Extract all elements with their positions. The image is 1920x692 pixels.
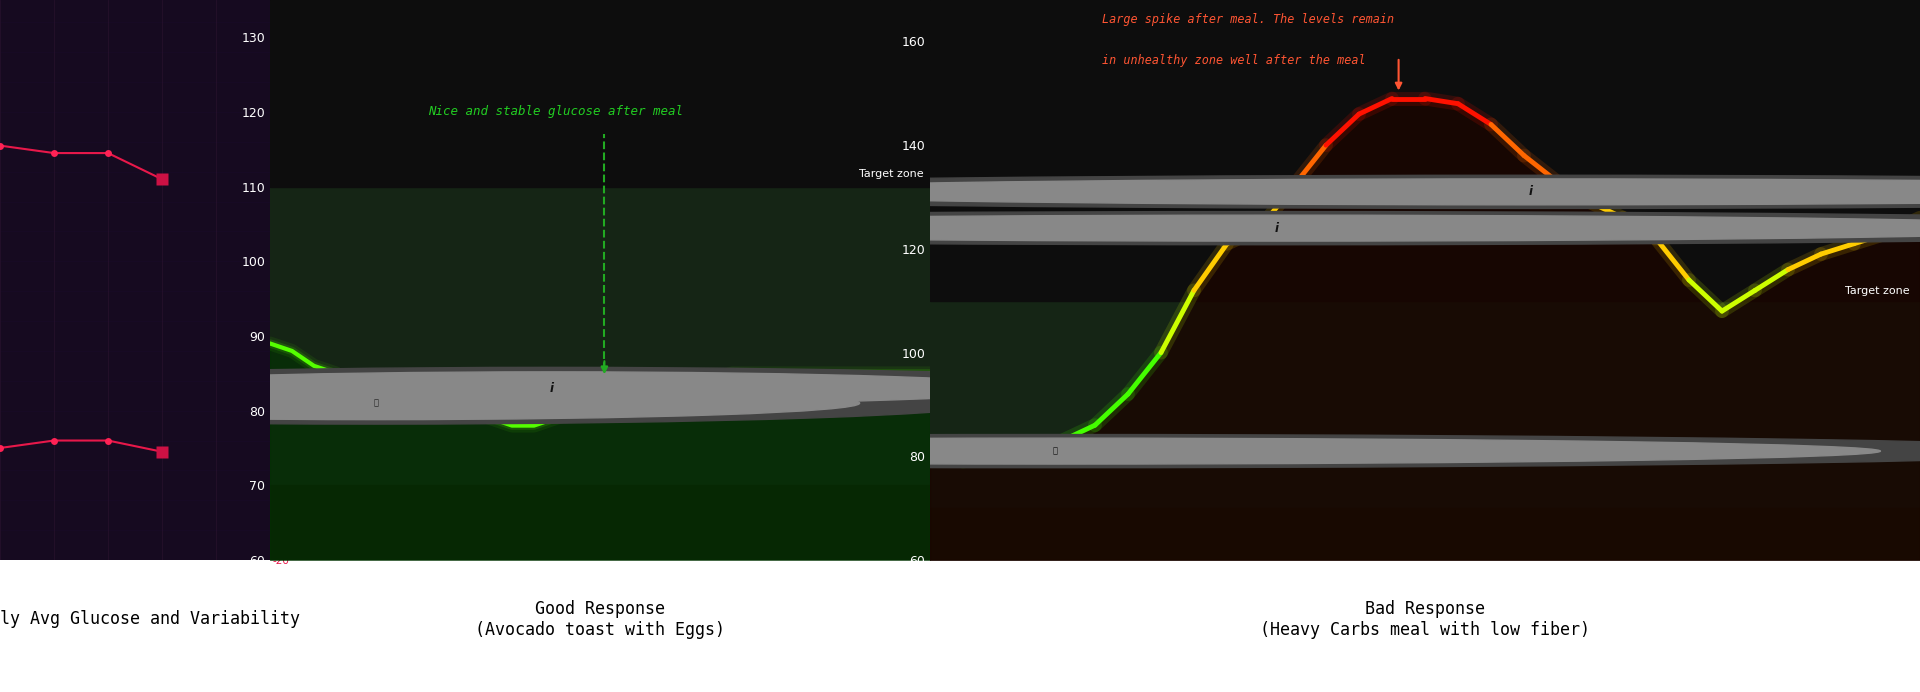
Bar (271, 0, 929, 187)
Bar (0, 172, 271, 201)
Bar (0, 201, 271, 231)
Bar (0, 471, 271, 500)
Bar (0, 381, 271, 410)
Circle shape (67, 372, 1035, 405)
Bar (0, 82, 271, 112)
Text: i: i (549, 382, 553, 394)
Bar (271, 187, 929, 485)
Circle shape (0, 382, 991, 424)
Bar (0, 142, 271, 172)
Bar (0, 0, 271, 22)
Bar (0, 53, 271, 82)
Bar (0, 351, 271, 381)
Bar (0, 112, 271, 142)
Text: Nice and stable glucose after meal: Nice and stable glucose after meal (428, 105, 684, 118)
Circle shape (221, 212, 1920, 245)
Bar (929, 301, 1920, 508)
Bar (0, 291, 271, 321)
Bar (929, 0, 1920, 301)
Bar (0, 321, 271, 351)
Circle shape (0, 367, 1167, 409)
Circle shape (0, 435, 1920, 468)
Bar (0, 500, 271, 530)
Bar (0, 441, 271, 471)
Circle shape (0, 387, 860, 419)
Text: i: i (1528, 185, 1532, 199)
Circle shape (705, 179, 1920, 205)
Text: i: i (1275, 221, 1279, 235)
Bar (271, 485, 929, 560)
Bar (0, 231, 271, 262)
Bar (929, 508, 1920, 560)
Text: Bad Response
(Heavy Carbs meal with low fiber): Bad Response (Heavy Carbs meal with low … (1260, 600, 1590, 639)
Bar (0, 410, 271, 441)
Text: Daily Avg Glucose and Variability: Daily Avg Glucose and Variability (0, 610, 300, 628)
Text: Target zone: Target zone (1845, 286, 1910, 295)
Bar (0, 262, 271, 291)
Bar (0, 530, 271, 560)
Circle shape (230, 438, 1880, 464)
Text: in unhealthy zone well after the meal: in unhealthy zone well after the meal (1102, 55, 1365, 67)
Text: Large spike after meal. The levels remain: Large spike after meal. The levels remai… (1102, 13, 1394, 26)
Bar (0, 22, 271, 53)
Circle shape (474, 175, 1920, 208)
Text: 🍴: 🍴 (1052, 446, 1058, 455)
Text: Target zone: Target zone (858, 170, 924, 179)
Text: Good Response
(Avocado toast with Eggs): Good Response (Avocado toast with Eggs) (474, 600, 726, 639)
Text: 🍴: 🍴 (372, 399, 378, 408)
Circle shape (451, 215, 1920, 241)
